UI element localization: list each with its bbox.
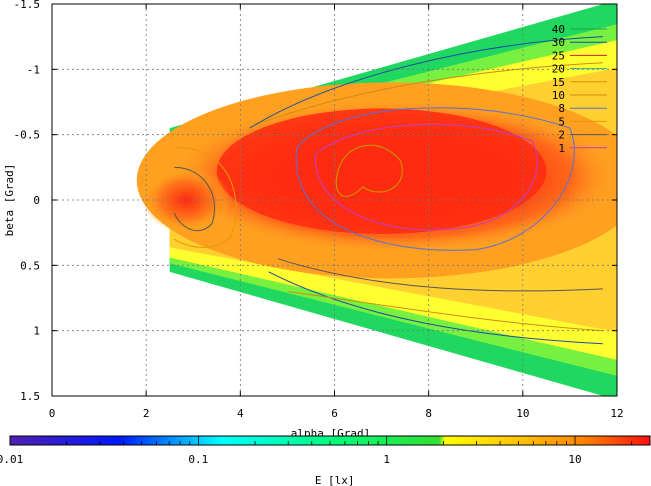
x-tick-label: 12 <box>610 407 623 420</box>
x-tick-label: 2 <box>143 407 150 420</box>
y-axis-ticks: -1.5 -1 -0.5 0 0.5 1 1.5 <box>14 0 617 403</box>
y-tick-label: -0.5 <box>14 129 41 142</box>
x-tick-label: 10 <box>516 407 529 420</box>
colorbar-label: E [lx] <box>315 474 355 486</box>
contour-line-2 <box>173 166 215 232</box>
legend-label-30: 30 <box>552 36 565 49</box>
colorbar-tick-label: 10 <box>568 453 581 466</box>
x-tick-label: 8 <box>425 407 432 420</box>
x-tick-label: 0 <box>49 407 56 420</box>
contour-line-10 <box>287 290 603 332</box>
x-tick-label: 4 <box>237 407 244 420</box>
contour-line-8 <box>295 107 575 251</box>
y-tick-label: -1 <box>27 63 40 76</box>
contour-line-30 <box>249 36 603 129</box>
legend-label-5: 5 <box>558 115 565 128</box>
legend-label-2: 2 <box>558 129 565 142</box>
field-near-hotspot <box>141 167 231 233</box>
y-tick-label: 0 <box>33 194 40 207</box>
legend-label-8: 8 <box>558 102 565 115</box>
grid <box>52 4 617 396</box>
colorbar-tick-label: 0.01 <box>0 453 23 466</box>
contour-line-15 <box>335 144 403 197</box>
colorbar: 0.01 0.1 1 10 <box>0 435 651 466</box>
legend-label-40: 40 <box>552 23 565 36</box>
contour-line-30 <box>268 271 603 345</box>
y-axis-label: beta [Grad] <box>3 164 16 237</box>
contour-line-10 <box>263 62 603 123</box>
x-axis-ticks: 0 2 4 6 8 10 12 <box>49 4 624 420</box>
legend-label-10: 10 <box>552 89 565 102</box>
colorbar-tick-label: 0.1 <box>188 453 208 466</box>
x-tick-label: 6 <box>331 407 338 420</box>
contour-line-5 <box>174 147 237 248</box>
legend-label-15: 15 <box>552 76 565 89</box>
legend-label-25: 25 <box>552 49 565 62</box>
field-peak-region <box>216 108 547 234</box>
contour-line-2 <box>277 258 603 292</box>
legend-label-1: 1 <box>558 142 565 155</box>
colorbar-tick-label: 1 <box>383 453 390 466</box>
legend-label-20: 20 <box>552 63 565 76</box>
y-tick-label: 1 <box>33 325 40 338</box>
y-tick-label: 1.5 <box>20 390 40 403</box>
contour-line-1 <box>315 123 538 231</box>
y-tick-label: -1.5 <box>14 0 41 11</box>
y-tick-label: 0.5 <box>20 259 40 272</box>
